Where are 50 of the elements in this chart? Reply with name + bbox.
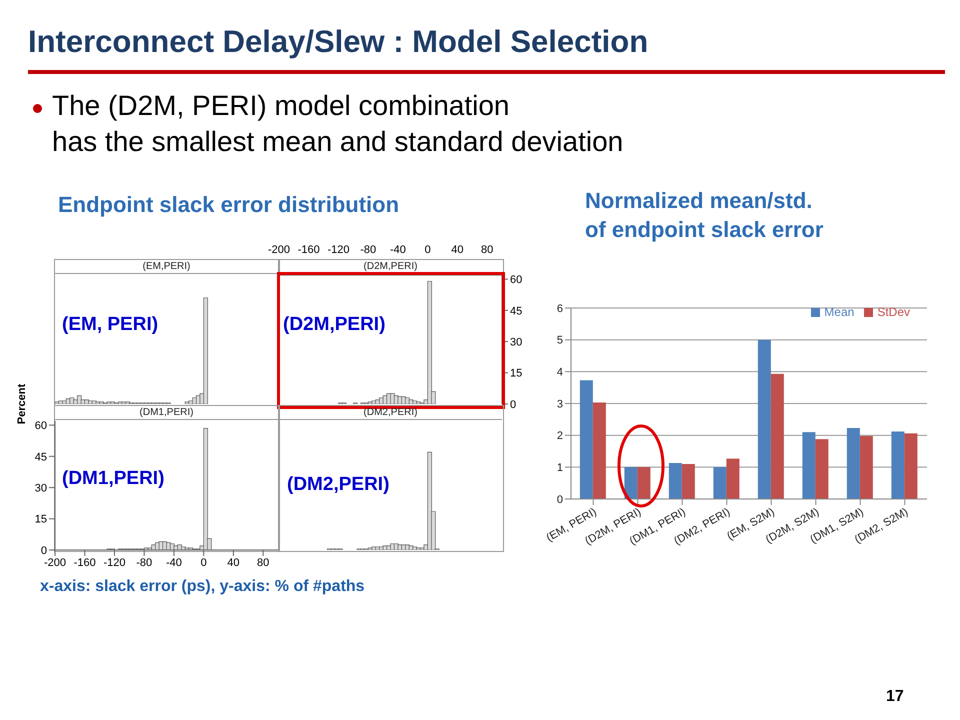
annotation: (DM2,PERI) — [287, 474, 390, 496]
chart-title: (D2M,PERI) — [279, 260, 502, 274]
y-tick-label: 30 — [510, 336, 522, 348]
x-tick-label: -120 — [327, 244, 350, 256]
x-tick-label: 40 — [451, 244, 464, 256]
x-tick-label: -200 — [268, 244, 290, 256]
x-tick-label: -40 — [166, 556, 182, 569]
x-tick-label: -80 — [136, 556, 152, 569]
chart-title: (EM,PERI) — [55, 260, 278, 274]
x-tick-label: -40 — [390, 244, 406, 256]
x-tick-label: -80 — [360, 244, 376, 256]
text: x-axis: slack error (ps), y-axis: % of #paths — [40, 578, 365, 596]
y-tick-label: 45 — [510, 305, 522, 318]
text: Interconnect Delay/Slew : Model Selection — [28, 24, 648, 60]
legend-label: Mean — [824, 305, 854, 319]
x-tick-label: -200 — [44, 556, 66, 569]
y-tick-label: 15 — [34, 514, 47, 526]
y-tick-label: 0 — [556, 494, 563, 506]
y-tick-label: 30 — [34, 482, 47, 494]
text: The (D2M, PERI) model combination has the smallest mean and standard deviation — [52, 89, 624, 159]
y-axis-title: Percent — [16, 382, 28, 426]
x-tick-label: 0 — [200, 556, 207, 569]
chart-title: Normalized mean/std. of endpoint slack error — [585, 187, 824, 244]
annotation: (DM1,PERI) — [62, 468, 164, 490]
y-tick-label: 1 — [556, 462, 563, 474]
x-tick-label: -160 — [298, 244, 320, 256]
x-tick-label: -160 — [74, 556, 96, 569]
text: 17 — [886, 688, 904, 706]
y-tick-label: 60 — [34, 420, 47, 432]
chart-title: (DM1,PERI) — [55, 406, 278, 420]
y-tick-label: 60 — [510, 274, 522, 286]
x-tick-label: 0 — [424, 244, 431, 256]
annotation: (EM, PERI) — [62, 314, 158, 336]
x-tick-label: 80 — [481, 244, 494, 256]
chart-title: (DM2,PERI) — [279, 406, 502, 420]
x-tick-label: 40 — [227, 556, 240, 569]
x-tick-label: 80 — [257, 556, 270, 569]
y-tick-label: 5 — [556, 334, 563, 347]
annotation: (D2M,PERI) — [283, 314, 386, 336]
y-tick-label: 0 — [510, 398, 516, 411]
y-tick-label: 3 — [556, 398, 563, 410]
y-tick-label: 6 — [556, 302, 563, 315]
text: Endpoint slack error distribution — [58, 192, 400, 218]
y-tick-label: 15 — [510, 368, 522, 380]
legend-label: StDev — [877, 305, 910, 319]
y-tick-label: 45 — [34, 451, 47, 464]
y-tick-label: 0 — [40, 544, 47, 557]
x-tick-label: -120 — [103, 556, 126, 569]
y-tick-label: 2 — [556, 430, 563, 442]
y-tick-label: 4 — [556, 366, 563, 379]
